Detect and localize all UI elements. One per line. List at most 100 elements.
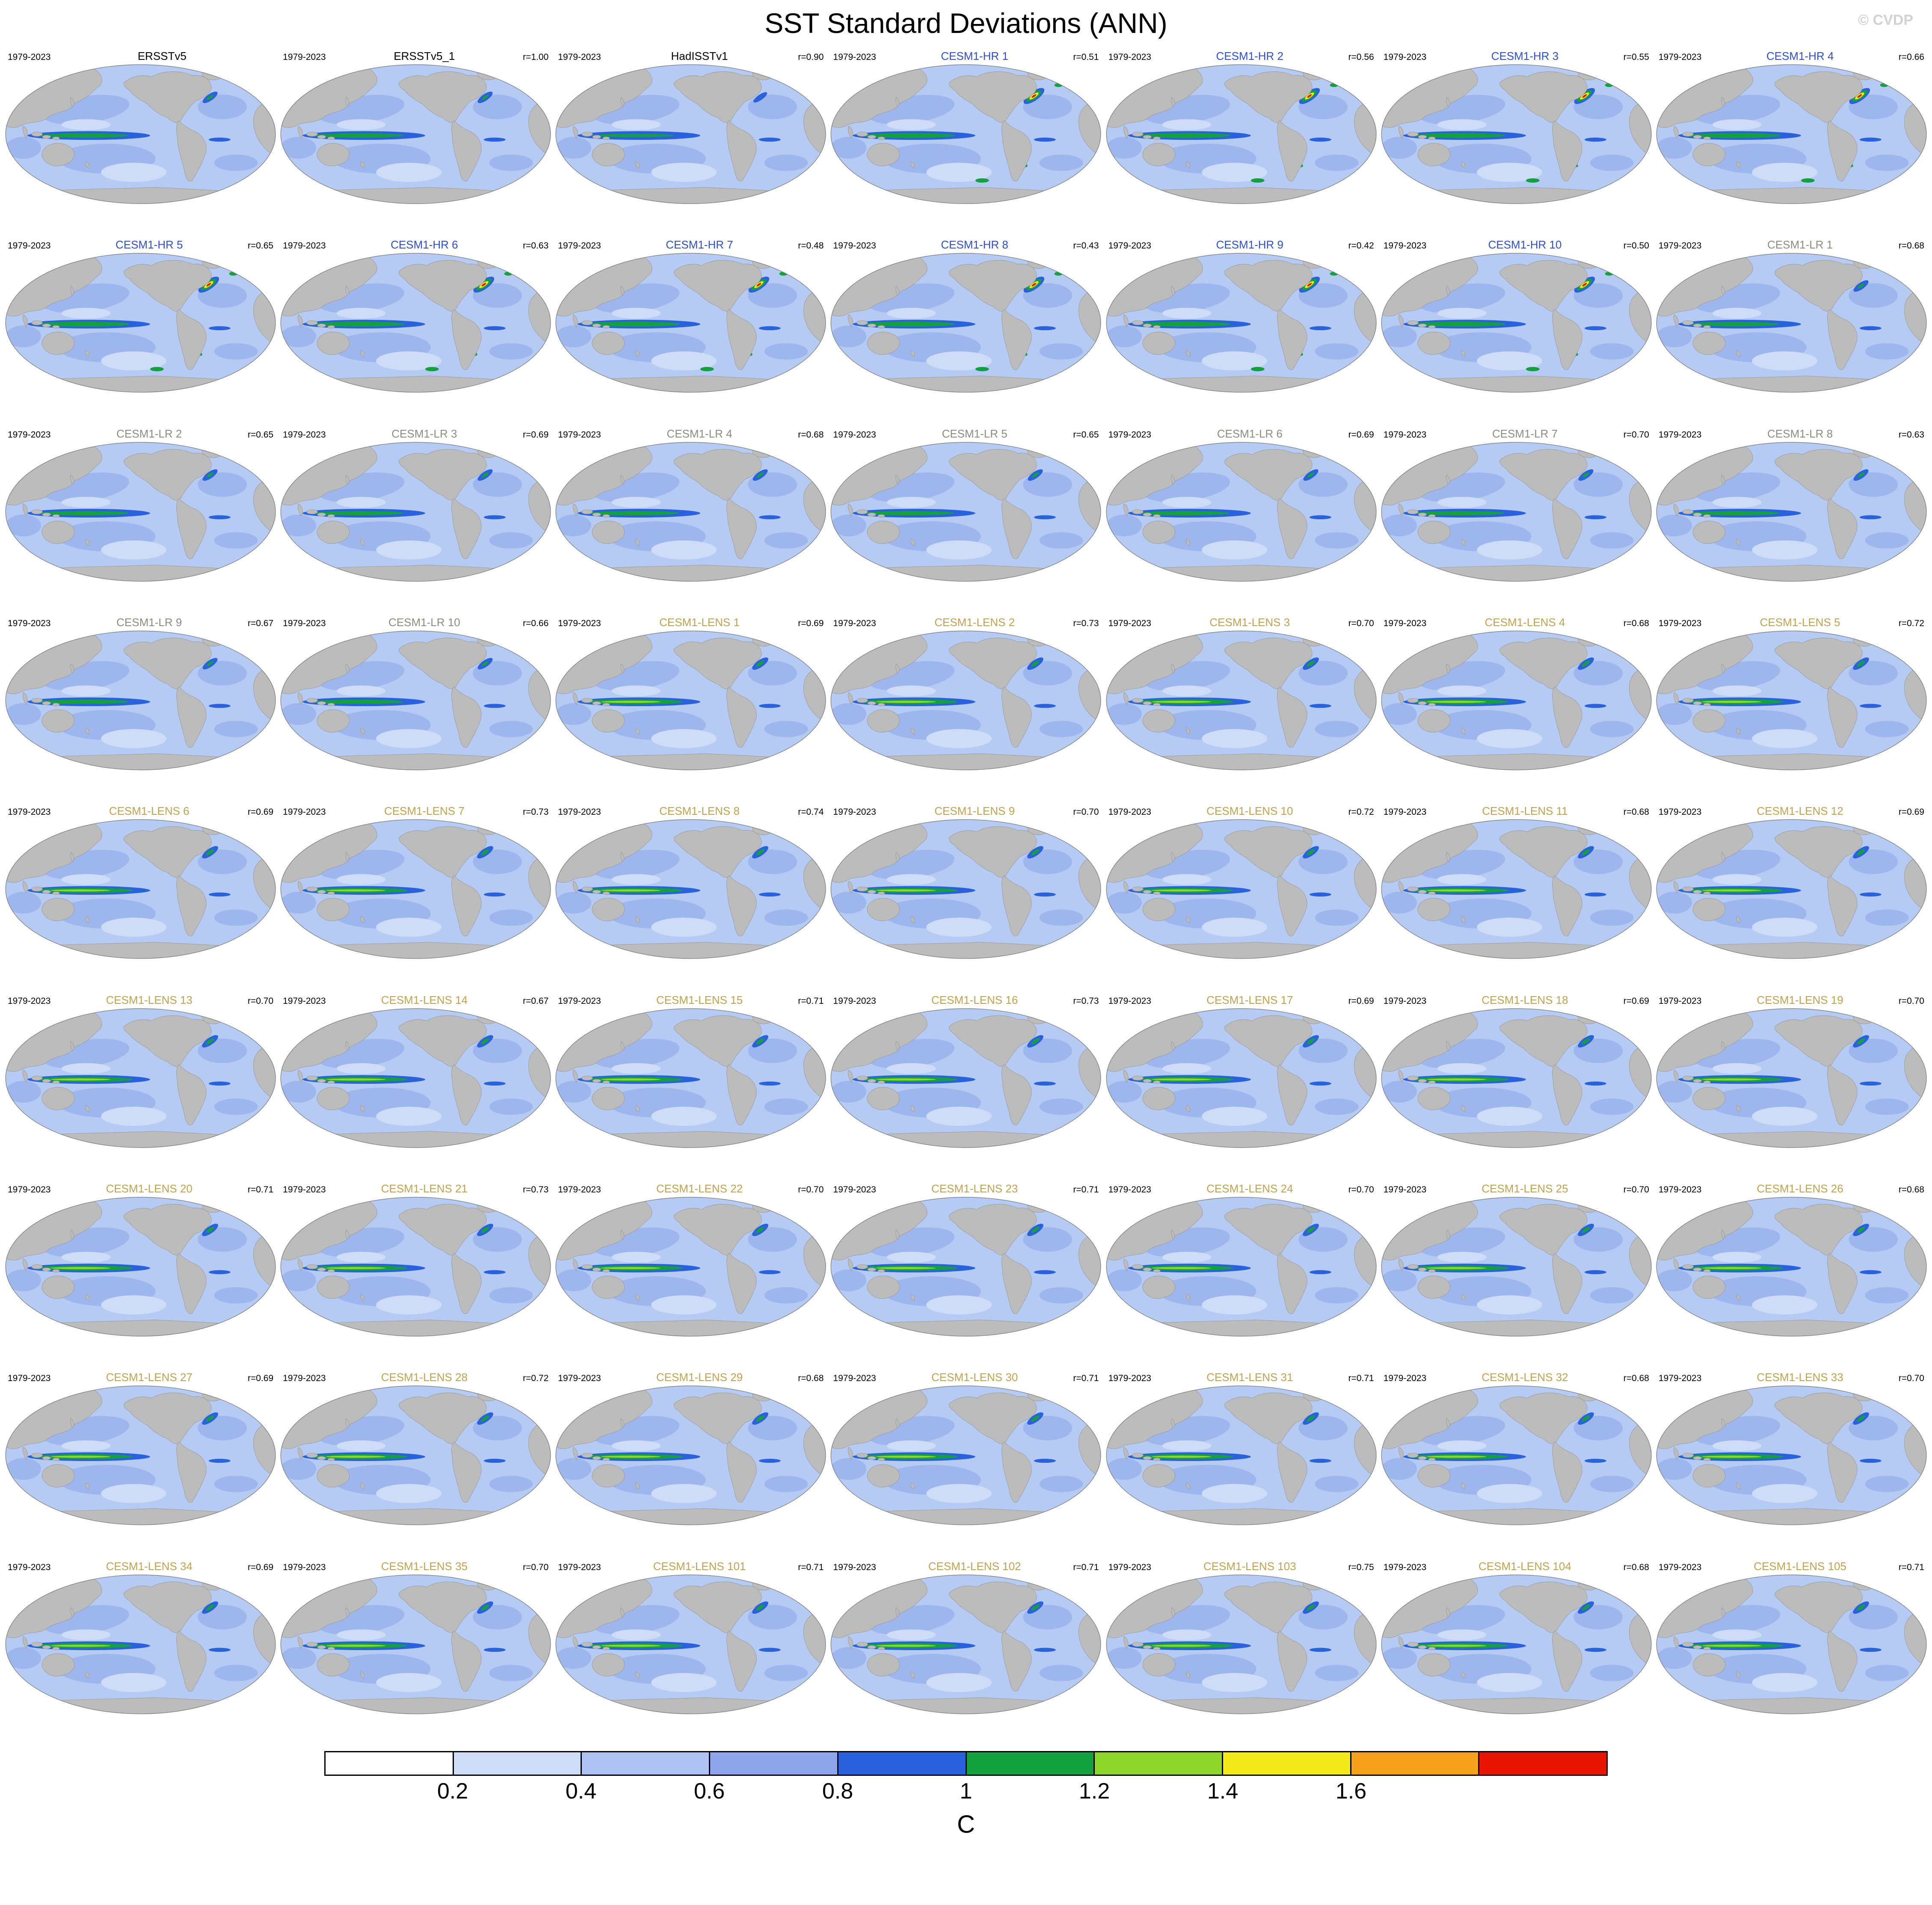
- map-panel: 1979-2023 CESM1-LENS 101 r=0.71: [554, 1560, 827, 1715]
- world-map: [1381, 1197, 1652, 1337]
- panel-title: CESM1-LENS 102: [928, 1559, 1021, 1573]
- panel-title: CESM1-HR 9: [1216, 238, 1284, 251]
- panel-correlation: r=0.65: [247, 241, 274, 251]
- panel-period: 1979-2023: [8, 1562, 51, 1572]
- panel-correlation: r=0.68: [1623, 1562, 1649, 1572]
- panel-correlation: r=0.71: [1898, 1562, 1924, 1572]
- panel-correlation: r=0.68: [1623, 807, 1649, 817]
- map-panel: 1979-2023 CESM1-LENS 18 r=0.69: [1380, 994, 1653, 1149]
- panel-period: 1979-2023: [283, 52, 326, 62]
- map-panel: 1979-2023 CESM1-HR 3 r=0.55: [1380, 50, 1653, 205]
- world-map: [1106, 1574, 1377, 1714]
- panel-period: 1979-2023: [1383, 429, 1427, 440]
- world-map: [1381, 1385, 1652, 1525]
- panel-period: 1979-2023: [8, 807, 51, 817]
- panel-labels: 1979-2023 CESM1-HR 10 r=0.50: [1380, 238, 1653, 252]
- map-panel: 1979-2023 CESM1-LENS 15 r=0.71: [554, 994, 827, 1149]
- panel-labels: 1979-2023 CESM1-LENS 21 r=0.73: [279, 1182, 552, 1196]
- panel-labels: 1979-2023 CESM1-LENS 29 r=0.68: [554, 1371, 827, 1384]
- panel-title: ERSSTv5: [137, 50, 187, 62]
- panel-labels: 1979-2023 CESM1-LENS 25 r=0.70: [1380, 1182, 1653, 1196]
- panel-period: 1979-2023: [1383, 618, 1427, 628]
- panel-labels: 1979-2023 CESM1-LENS 13 r=0.70: [4, 994, 277, 1007]
- colorbar-tick-label: 0.6: [693, 1778, 725, 1804]
- world-map: [1656, 64, 1927, 204]
- panel-title: CESM1-LENS 19: [1757, 993, 1843, 1006]
- panel-title: CESM1-LENS 33: [1757, 1371, 1843, 1384]
- world-map: [1106, 64, 1377, 204]
- panel-labels: 1979-2023 CESM1-LENS 14 r=0.67: [279, 994, 552, 1007]
- panel-title: CESM1-HR 1: [941, 50, 1008, 62]
- panel-title: CESM1-LR 2: [116, 427, 182, 440]
- panel-correlation: r=0.71: [1073, 1373, 1099, 1384]
- map-panel: 1979-2023 CESM1-LR 9 r=0.67: [4, 616, 277, 771]
- panel-correlation: r=0.71: [798, 996, 824, 1006]
- world-map: [1656, 253, 1927, 393]
- world-map: [555, 253, 826, 393]
- panel-labels: 1979-2023 CESM1-LR 9 r=0.67: [4, 616, 277, 630]
- colorbar-segment: [452, 1752, 581, 1775]
- world-map: [1656, 1197, 1927, 1337]
- map-panel: 1979-2023 CESM1-LR 4 r=0.68: [554, 427, 827, 583]
- panel-title: CESM1-LENS 1: [659, 615, 740, 629]
- panel-title: CESM1-LENS 30: [931, 1371, 1018, 1384]
- world-map: [1656, 1385, 1927, 1525]
- world-map: [555, 1574, 826, 1714]
- panel-correlation: r=0.65: [248, 429, 274, 440]
- panel-correlation: r=0.70: [1623, 1184, 1649, 1195]
- panel-period: 1979-2023: [558, 241, 601, 251]
- panel-labels: 1979-2023 ERSSTv5_1 r=1.00: [279, 50, 552, 63]
- panel-labels: 1979-2023 CESM1-LR 8 r=0.63: [1655, 427, 1928, 441]
- panel-title: CESM1-LR 10: [388, 615, 460, 629]
- map-panel: 1979-2023 CESM1-LENS 33 r=0.70: [1655, 1371, 1928, 1526]
- panel-labels: 1979-2023 CESM1-LENS 8 r=0.74: [554, 805, 827, 818]
- panel-labels: 1979-2023 CESM1-LENS 4 r=0.68: [1380, 616, 1653, 630]
- world-map: [830, 1385, 1102, 1525]
- panel-title: CESM1-LENS 17: [1206, 993, 1293, 1006]
- panel-period: 1979-2023: [1383, 1184, 1427, 1195]
- world-map: [1106, 1197, 1377, 1337]
- map-panel: 1979-2023 CESM1-LENS 27 r=0.69: [4, 1371, 277, 1526]
- panel-period: 1979-2023: [8, 429, 51, 440]
- panel-correlation: r=0.70: [1348, 618, 1374, 628]
- panel-title: CESM1-LENS 105: [1754, 1559, 1846, 1573]
- panel-title: CESM1-LENS 12: [1757, 805, 1843, 818]
- colorbar-segment: [1093, 1752, 1222, 1775]
- panel-period: 1979-2023: [283, 807, 326, 817]
- panel-labels: 1979-2023 CESM1-LENS 11 r=0.68: [1380, 805, 1653, 818]
- panel-period: 1979-2023: [1108, 429, 1151, 440]
- world-map: [555, 442, 826, 582]
- colorbar-tick-label: 0.4: [565, 1778, 597, 1804]
- panel-labels: 1979-2023 CESM1-LR 7 r=0.70: [1380, 427, 1653, 441]
- panel-title: CESM1-LENS 26: [1757, 1182, 1843, 1195]
- world-map: [830, 819, 1102, 959]
- panel-title: CESM1-LENS 8: [659, 805, 740, 818]
- colorbar-segment: [965, 1752, 1094, 1775]
- map-panel: 1979-2023 ERSSTv5_1 r=1.00: [279, 50, 552, 205]
- map-panel: 1979-2023 CESM1-LENS 12 r=0.69: [1655, 805, 1928, 960]
- panel-labels: 1979-2023 CESM1-LENS 101 r=0.71: [554, 1560, 827, 1574]
- colorbar-segment: [1350, 1752, 1479, 1775]
- panel-period: 1979-2023: [1108, 1373, 1151, 1384]
- panel-title: CESM1-LENS 13: [106, 993, 193, 1006]
- panel-correlation: r=0.75: [1348, 1562, 1374, 1572]
- panel-correlation: r=0.51: [1073, 52, 1099, 62]
- panel-labels: 1979-2023 CESM1-LENS 27 r=0.69: [4, 1371, 277, 1384]
- world-map: [1381, 253, 1652, 393]
- panel-title: CESM1-LENS 6: [109, 805, 190, 818]
- panel-title: CESM1-HR 5: [115, 238, 183, 251]
- panel-correlation: r=0.72: [523, 1373, 549, 1384]
- panel-period: 1979-2023: [833, 807, 876, 817]
- panel-title: CESM1-LENS 31: [1206, 1371, 1293, 1384]
- panel-period: 1979-2023: [1108, 1184, 1151, 1195]
- panel-title: CESM1-LENS 11: [1482, 805, 1568, 818]
- map-panel: 1979-2023 CESM1-LENS 22 r=0.70: [554, 1182, 827, 1337]
- panel-labels: 1979-2023 CESM1-LENS 2 r=0.73: [830, 616, 1102, 630]
- panel-correlation: r=0.68: [1623, 1373, 1649, 1384]
- panel-correlation: r=0.70: [1623, 429, 1649, 440]
- map-panel: 1979-2023 CESM1-LENS 2 r=0.73: [830, 616, 1102, 771]
- world-map: [1381, 630, 1652, 770]
- panel-title: CESM1-LENS 15: [656, 993, 743, 1006]
- panel-correlation: r=0.42: [1348, 241, 1374, 251]
- panel-title: CESM1-LENS 35: [381, 1559, 468, 1573]
